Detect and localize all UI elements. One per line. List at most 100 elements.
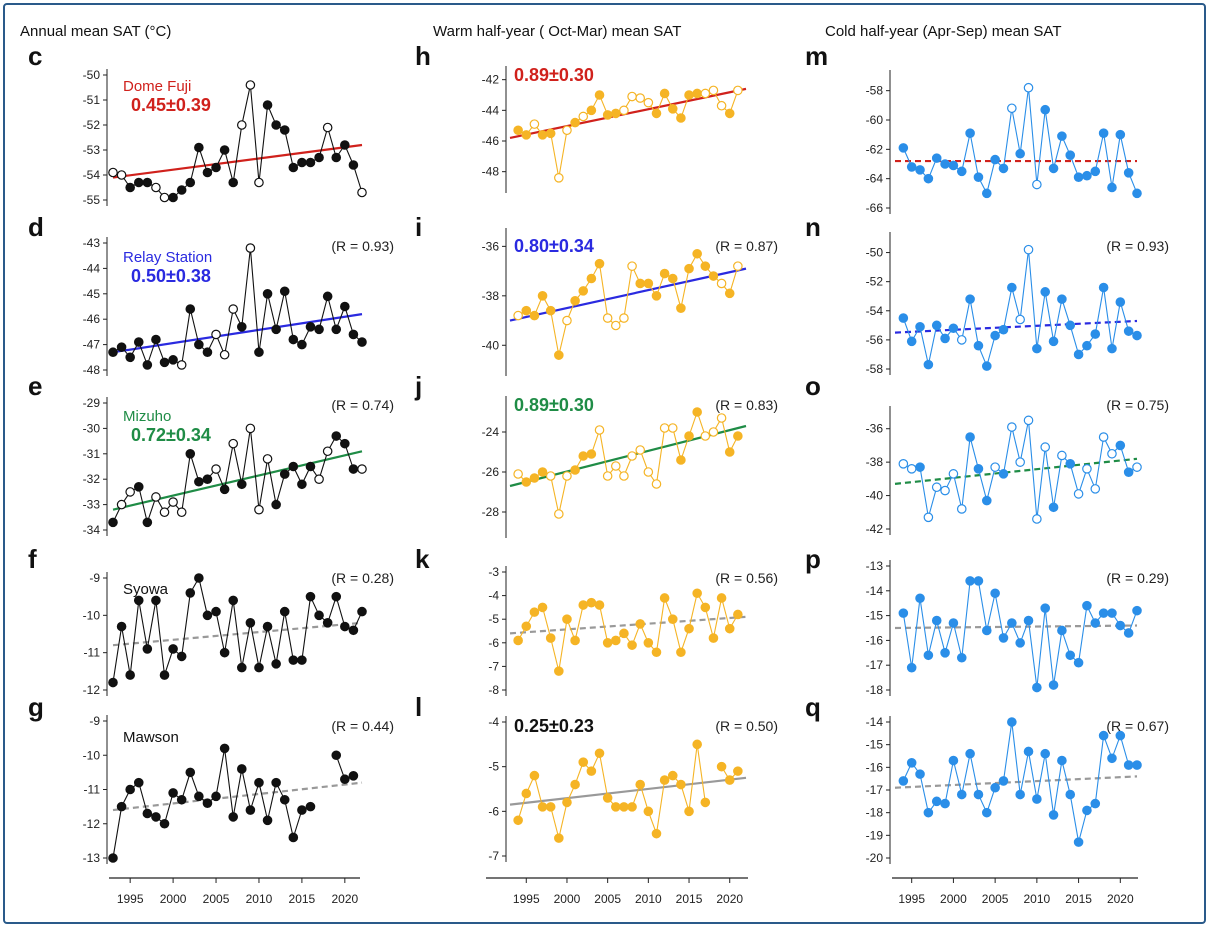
data-point xyxy=(602,313,613,323)
figure-frame xyxy=(3,3,1206,924)
data-point xyxy=(254,504,264,515)
y-tick-label: -43 xyxy=(83,236,101,250)
series-line xyxy=(517,410,739,515)
data-point xyxy=(956,652,967,663)
data-point xyxy=(271,499,281,510)
panel-letter: i xyxy=(415,212,422,242)
data-point xyxy=(194,573,204,583)
data-point xyxy=(1090,618,1101,628)
data-point xyxy=(659,88,670,99)
y-tick-label: -53 xyxy=(83,143,101,157)
y-tick-label: -52 xyxy=(866,275,884,289)
series-line xyxy=(517,591,739,672)
data-point xyxy=(667,770,678,781)
data-point xyxy=(667,104,678,114)
data-point xyxy=(537,130,548,140)
data-point xyxy=(202,167,213,178)
data-point xyxy=(973,464,984,474)
r-value: (R = 0.29) xyxy=(1106,570,1169,586)
series-line xyxy=(517,252,739,356)
trend-value: 0.25±0.23 xyxy=(514,716,594,736)
data-point xyxy=(1107,182,1117,193)
station-name: Relay Station xyxy=(123,249,212,266)
data-point xyxy=(176,360,187,370)
data-point xyxy=(1065,789,1076,800)
data-point xyxy=(1040,603,1051,613)
data-point xyxy=(108,167,118,178)
data-point xyxy=(948,618,959,628)
y-tick-label: -54 xyxy=(83,168,101,182)
data-point xyxy=(357,187,367,198)
y-tick-label: -55 xyxy=(83,193,101,207)
data-point xyxy=(586,597,597,608)
data-point xyxy=(262,100,273,110)
data-point xyxy=(1048,810,1059,820)
data-point xyxy=(998,469,1009,479)
data-point xyxy=(279,286,290,297)
data-point xyxy=(1057,131,1067,141)
data-point xyxy=(898,143,909,153)
y-tick-label: -13 xyxy=(866,559,884,573)
y-tick-label: -18 xyxy=(866,683,884,697)
data-point xyxy=(716,761,727,772)
data-point xyxy=(245,423,256,434)
x-tick-label: 2020 xyxy=(331,892,358,906)
data-point xyxy=(1048,502,1059,513)
data-point xyxy=(194,791,204,802)
data-point xyxy=(923,807,934,818)
data-point xyxy=(733,766,743,776)
data-point xyxy=(1032,682,1042,693)
data-point xyxy=(176,507,187,518)
data-point xyxy=(676,303,686,313)
data-point xyxy=(176,651,187,662)
data-point xyxy=(1132,330,1142,341)
panel-p: p -13 -14 -15 -16 -17 -18 (R = 0.29) xyxy=(805,544,1169,697)
data-point xyxy=(357,337,367,347)
data-point xyxy=(973,172,984,182)
data-point xyxy=(676,779,686,790)
data-point xyxy=(998,633,1009,643)
data-point xyxy=(554,350,564,360)
data-point xyxy=(724,108,735,119)
data-point xyxy=(990,154,1000,165)
y-tick-label: -58 xyxy=(866,362,884,376)
data-point xyxy=(133,777,144,788)
data-point xyxy=(340,301,350,312)
y-tick-label: -4 xyxy=(488,715,499,729)
data-point xyxy=(570,779,580,790)
data-point xyxy=(125,182,135,193)
data-point xyxy=(271,324,281,335)
y-tick-label: -51 xyxy=(83,93,101,107)
data-point xyxy=(125,784,135,795)
data-point xyxy=(602,793,613,803)
data-point xyxy=(610,635,621,646)
y-tick-label: -32 xyxy=(83,472,101,486)
data-point xyxy=(1007,717,1017,727)
data-point xyxy=(108,853,118,863)
data-point xyxy=(297,655,307,665)
data-point xyxy=(990,330,1000,341)
data-point xyxy=(973,340,984,351)
data-point xyxy=(1073,172,1084,182)
y-tick-label: -19 xyxy=(866,828,884,842)
data-point xyxy=(1098,128,1109,138)
data-point xyxy=(254,177,264,188)
data-point xyxy=(1073,657,1084,668)
data-point xyxy=(108,347,118,358)
data-point xyxy=(676,647,686,658)
panel-d: d -43 -44 -45 -46 -47 -48 Relay Station0.50±0.3… xyxy=(28,212,394,377)
y-tick-label: -36 xyxy=(866,422,884,436)
data-point xyxy=(211,464,221,474)
trend-line xyxy=(112,143,363,179)
data-point xyxy=(305,461,316,472)
y-tick-label: -64 xyxy=(866,172,884,186)
data-point xyxy=(297,157,307,168)
data-point xyxy=(643,278,654,289)
data-point xyxy=(898,313,909,323)
data-point xyxy=(545,305,556,316)
data-point xyxy=(700,88,711,99)
data-point xyxy=(948,755,959,766)
data-point xyxy=(1098,730,1109,741)
data-point xyxy=(667,614,678,624)
data-point xyxy=(211,791,221,802)
